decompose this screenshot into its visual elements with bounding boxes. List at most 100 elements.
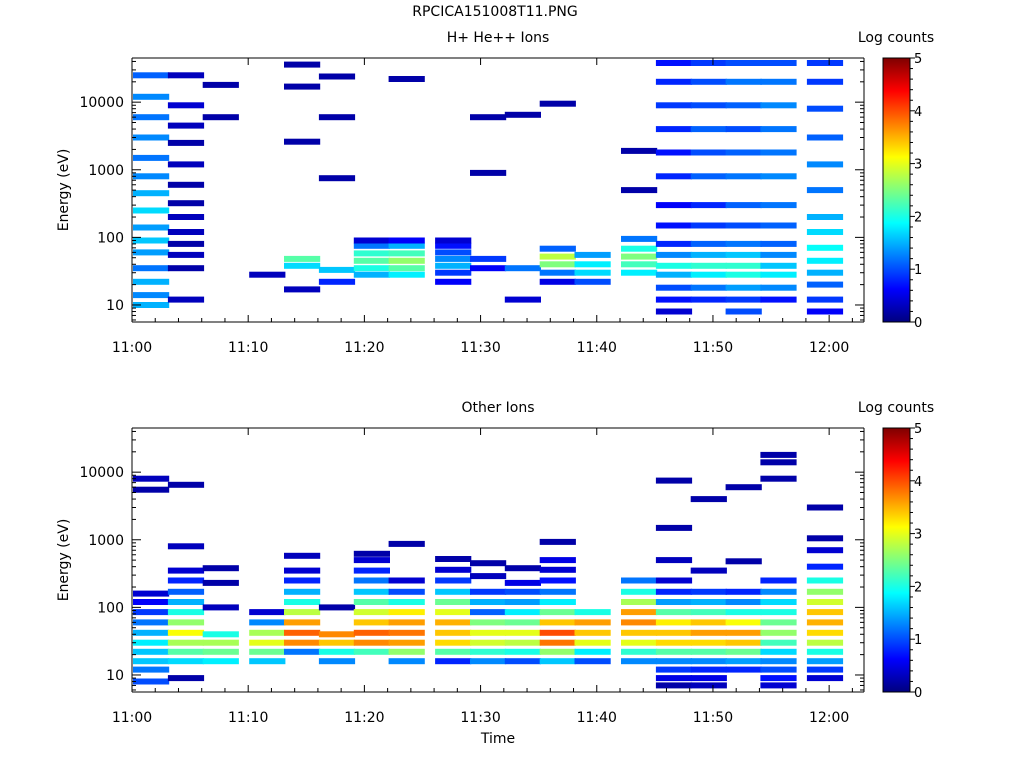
heatmap-cell (655, 477, 693, 484)
heatmap-cell (133, 154, 170, 161)
heatmap-cell (621, 629, 658, 636)
heatmap-cell (725, 599, 762, 605)
heatmap-cell (388, 588, 425, 595)
heatmap-cell (435, 269, 472, 276)
x-axis-label: Time (480, 731, 515, 747)
heatmap-cell (655, 78, 693, 85)
heatmap-cell (760, 262, 797, 269)
heatmap-cell (284, 599, 321, 605)
heatmap-cell (760, 666, 797, 673)
heatmap-cell (353, 237, 390, 244)
colorbar-tick-label: 1 (914, 633, 922, 648)
heatmap-cell (806, 134, 844, 141)
heatmap-cell (655, 648, 693, 655)
heatmap-cell (655, 675, 693, 682)
heatmap-cell (655, 557, 693, 564)
heatmap-cells (133, 60, 844, 315)
heatmap-cell (655, 609, 693, 616)
heatmap-cell (690, 629, 727, 636)
y-axis-label: Energy (eV) (56, 519, 72, 602)
heatmap-cell (539, 599, 576, 605)
heatmap-cell (690, 251, 727, 258)
x-tick-label: 11:30 (460, 340, 500, 356)
heatmap-cell (690, 126, 727, 133)
heatmap-cell (539, 278, 576, 285)
heatmap-cell (167, 648, 205, 655)
heatmap-cell (760, 629, 797, 636)
heatmap-cell (353, 609, 390, 616)
heatmap-cell (621, 245, 658, 252)
heatmap-cell (504, 588, 541, 595)
heatmap-cell (202, 631, 239, 638)
heatmap-cell (133, 72, 170, 79)
heatmap-cell (388, 237, 425, 244)
heatmap-cell (133, 224, 170, 231)
heatmap-cell (470, 114, 507, 121)
heatmap-cell (249, 619, 286, 626)
heatmap-cell (167, 72, 205, 79)
heatmap-cell (133, 609, 170, 616)
heatmap-cell (655, 251, 693, 258)
heatmap-cell (725, 173, 762, 180)
heatmap-cell (249, 609, 286, 616)
heatmap-cell (806, 648, 844, 655)
heatmap-cell (621, 658, 658, 665)
heatmap-cell (655, 173, 693, 180)
heatmap-cell (760, 296, 797, 303)
heatmap-cell (806, 269, 844, 276)
x-tick-label: 11:00 (112, 710, 152, 726)
heatmap-cell (655, 658, 693, 665)
heatmap-cell (167, 567, 205, 574)
heatmap-cell (725, 588, 762, 595)
heatmap-cell (806, 675, 844, 682)
heatmap-cell (655, 524, 693, 531)
heatmap-cell (167, 214, 205, 220)
heatmap-cell (806, 577, 844, 584)
heatmap-cell (655, 629, 693, 636)
heatmap-cell (806, 504, 844, 511)
heatmap-cell (353, 639, 390, 646)
colorbar-tick-label: 4 (914, 475, 922, 490)
heatmap-cell (284, 567, 321, 574)
y-tick-label: 10 (106, 298, 124, 314)
heatmap-cell (760, 240, 797, 247)
heatmap-cell (504, 609, 541, 616)
heatmap-cell (353, 271, 390, 278)
x-tick-label: 11:10 (228, 710, 268, 726)
heatmap-cell (284, 61, 321, 68)
x-tick-label: 11:00 (112, 340, 152, 356)
heatmap-cell (284, 552, 321, 559)
heatmap-cell (725, 271, 762, 278)
heatmap-cell (167, 619, 205, 626)
y-tick-label: 10000 (79, 95, 124, 111)
heatmap-cell (760, 78, 797, 85)
heatmap-cell (167, 639, 205, 646)
heatmap-cell (806, 187, 844, 194)
heatmap-cell (388, 658, 425, 665)
heatmap-cell (388, 599, 425, 605)
heatmap-cell (690, 666, 727, 673)
heatmap-cell (435, 556, 472, 562)
heatmap-cell (167, 251, 205, 258)
y-tick-label: 10000 (79, 465, 124, 481)
heatmap-cell (133, 292, 170, 299)
heatmap-cell (725, 639, 762, 646)
heatmap-cell (621, 648, 658, 655)
heatmap-cell (504, 648, 541, 655)
heatmap-cell (806, 547, 844, 554)
colorbar (882, 427, 911, 693)
heatmap-cell (167, 543, 205, 550)
heatmap-cell (725, 284, 762, 291)
heatmap-cell (690, 102, 727, 109)
heatmap-cell (388, 648, 425, 655)
heatmap-cell (539, 609, 576, 616)
heatmap-cell (725, 296, 762, 303)
heatmap-cell (760, 648, 797, 655)
heatmap-cell (353, 257, 390, 264)
heatmap-cell (539, 619, 576, 626)
heatmap-cell (760, 459, 797, 466)
heatmap-cell (574, 619, 611, 626)
heatmap-cell (806, 244, 844, 251)
heatmap-cell (806, 257, 844, 264)
